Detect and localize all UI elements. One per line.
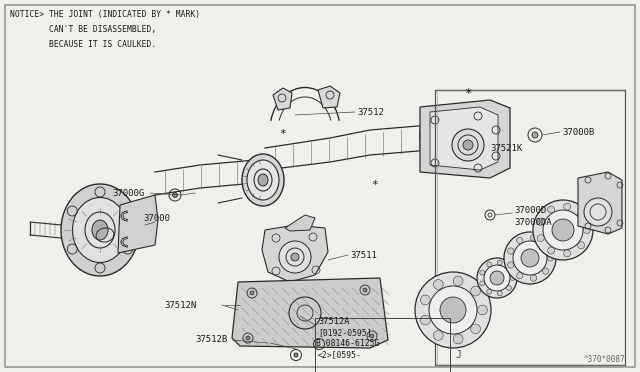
- Circle shape: [429, 286, 477, 334]
- Ellipse shape: [92, 220, 108, 240]
- Circle shape: [532, 132, 538, 138]
- Polygon shape: [273, 88, 292, 110]
- Text: 37000DA: 37000DA: [514, 218, 552, 227]
- Circle shape: [477, 305, 487, 315]
- Circle shape: [508, 248, 514, 254]
- Text: 37000B: 37000B: [562, 128, 595, 137]
- Circle shape: [420, 315, 430, 325]
- Circle shape: [497, 260, 502, 265]
- Circle shape: [578, 211, 585, 218]
- Text: 37512B: 37512B: [195, 336, 227, 344]
- Text: [0192-0595]: [0192-0595]: [318, 328, 372, 337]
- Circle shape: [543, 242, 548, 248]
- Text: 37512: 37512: [357, 108, 384, 116]
- Circle shape: [363, 288, 367, 292]
- Circle shape: [548, 206, 555, 213]
- Circle shape: [490, 271, 504, 285]
- Circle shape: [508, 262, 514, 268]
- Ellipse shape: [420, 118, 444, 156]
- Circle shape: [415, 272, 491, 348]
- Circle shape: [294, 353, 298, 357]
- Circle shape: [531, 235, 537, 241]
- Circle shape: [433, 331, 443, 340]
- Text: J: J: [455, 350, 461, 360]
- Circle shape: [440, 297, 466, 323]
- Text: 37512N: 37512N: [164, 301, 196, 310]
- Circle shape: [537, 218, 544, 225]
- Polygon shape: [232, 278, 388, 348]
- Circle shape: [291, 253, 299, 261]
- Text: 37511: 37511: [350, 250, 377, 260]
- Text: *: *: [372, 180, 378, 190]
- Circle shape: [246, 336, 250, 340]
- Circle shape: [486, 289, 492, 294]
- Circle shape: [463, 140, 473, 150]
- Circle shape: [506, 266, 511, 270]
- Circle shape: [564, 203, 571, 210]
- Polygon shape: [430, 107, 498, 170]
- Circle shape: [552, 219, 574, 241]
- Circle shape: [452, 129, 484, 161]
- Circle shape: [533, 200, 593, 260]
- Circle shape: [516, 237, 523, 243]
- Polygon shape: [285, 215, 315, 231]
- Circle shape: [470, 324, 481, 334]
- Circle shape: [504, 232, 556, 284]
- Text: <2>[0595-: <2>[0595-: [318, 350, 362, 359]
- Text: 37000: 37000: [143, 214, 170, 222]
- Ellipse shape: [422, 124, 438, 150]
- Circle shape: [510, 276, 515, 280]
- Text: 37000D: 37000D: [514, 205, 547, 215]
- Text: CAN'T BE DISASSEMBLED,: CAN'T BE DISASSEMBLED,: [10, 25, 156, 34]
- Text: 37512A: 37512A: [318, 317, 349, 327]
- Circle shape: [521, 249, 539, 267]
- Ellipse shape: [61, 184, 139, 276]
- Circle shape: [547, 255, 554, 261]
- Ellipse shape: [242, 154, 284, 206]
- Circle shape: [484, 265, 510, 291]
- Circle shape: [480, 270, 484, 275]
- Circle shape: [531, 275, 537, 281]
- Circle shape: [486, 262, 492, 267]
- Polygon shape: [318, 86, 340, 108]
- Circle shape: [513, 241, 547, 275]
- Text: 37000G: 37000G: [112, 189, 144, 198]
- Circle shape: [480, 281, 484, 286]
- Text: NOTICE> THE JOINT (INDICATED BY * MARK): NOTICE> THE JOINT (INDICATED BY * MARK): [10, 10, 200, 19]
- Circle shape: [537, 235, 544, 242]
- Circle shape: [250, 291, 254, 295]
- Text: ^370*0087: ^370*0087: [584, 356, 625, 365]
- Circle shape: [433, 280, 443, 289]
- Polygon shape: [578, 172, 622, 234]
- Circle shape: [453, 276, 463, 286]
- Text: 37521K: 37521K: [490, 144, 522, 153]
- Ellipse shape: [258, 174, 268, 186]
- Text: B 08146-6125G: B 08146-6125G: [316, 340, 380, 349]
- Circle shape: [543, 210, 583, 250]
- Circle shape: [543, 268, 548, 274]
- Text: *: *: [280, 129, 286, 139]
- Polygon shape: [420, 100, 510, 178]
- Circle shape: [516, 273, 523, 279]
- Circle shape: [583, 227, 590, 234]
- Circle shape: [506, 286, 511, 291]
- Ellipse shape: [72, 198, 127, 263]
- Text: *: *: [464, 87, 472, 99]
- Circle shape: [173, 192, 177, 198]
- Polygon shape: [118, 195, 158, 253]
- Circle shape: [477, 258, 517, 298]
- Circle shape: [584, 198, 612, 226]
- Circle shape: [548, 247, 555, 254]
- Circle shape: [370, 334, 374, 338]
- Ellipse shape: [247, 160, 279, 200]
- Circle shape: [497, 291, 502, 296]
- Circle shape: [453, 334, 463, 344]
- Circle shape: [470, 286, 481, 296]
- Circle shape: [279, 241, 311, 273]
- Circle shape: [564, 250, 571, 257]
- Circle shape: [578, 242, 585, 249]
- Polygon shape: [262, 225, 328, 282]
- Text: BECAUSE IT IS CAULKED.: BECAUSE IT IS CAULKED.: [10, 40, 156, 49]
- Circle shape: [420, 295, 430, 305]
